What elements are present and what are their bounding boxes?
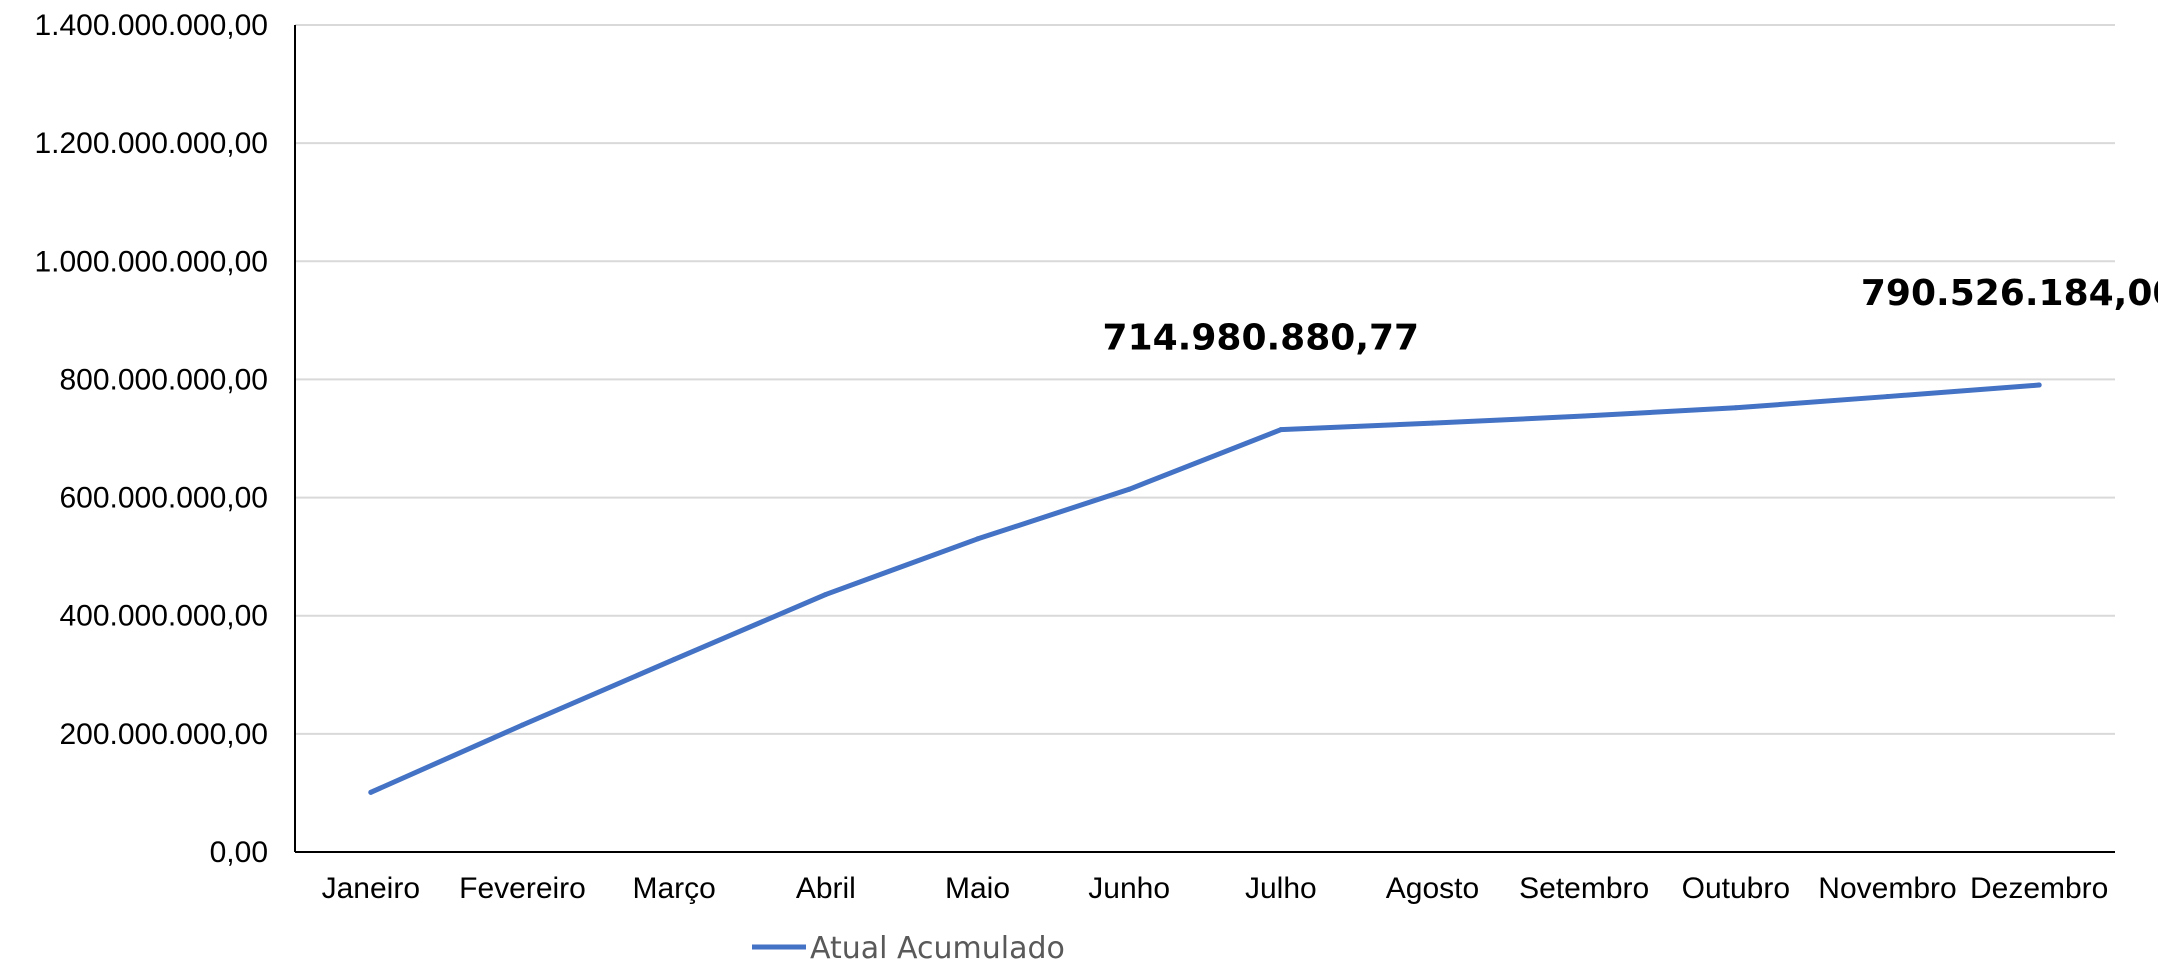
data-point [1430,420,1435,426]
y-tick-label: 200.000.000,00 [59,718,268,751]
x-axis-ticks: Janeiro Fevereiro Março Abril Maio Junho Julho… [322,872,2109,905]
y-tick-label: 600.000.000,00 [59,482,268,515]
data-point [1733,405,1739,411]
gridlines [295,24,2115,735]
y-tick-label: 0,00 [210,836,268,869]
data-point [823,591,829,597]
x-tick-label: Maio [945,872,1010,905]
x-tick-label: Novembro [1818,872,1956,905]
x-tick-label: Outubro [1682,872,1790,905]
legend-label: Atual Acumulado [810,931,1065,959]
data-labels: 714.980.880,77 790.526.184,00 [1103,273,2158,359]
x-tick-label: Agosto [1386,872,1479,905]
data-point [1126,486,1132,492]
x-tick-label: Abril [796,872,856,905]
x-tick-label: Julho [1245,872,1317,905]
y-tick-label: 800.000.000,00 [59,363,268,396]
data-point [520,722,525,728]
data-point [1278,427,1284,433]
data-point [368,789,374,795]
x-tick-label: Junho [1088,872,1170,905]
y-tick-label: 400.000.000,00 [59,600,268,633]
data-point [671,656,677,662]
series-line [368,382,2042,795]
y-tick-label: 1.400.000.000,00 [34,9,268,42]
legend: Atual Acumulado [752,931,1065,959]
x-tick-label: Fevereiro [459,872,586,905]
data-point [1885,394,1890,400]
series-group [368,382,2042,795]
x-tick-label: Dezembro [1970,872,2108,905]
x-tick-label: Março [632,872,715,905]
x-tick-label: Janeiro [322,872,420,905]
data-point [1581,413,1587,419]
x-tick-label: Setembro [1519,872,1649,905]
y-axis-ticks: 0,00 200.000.000,00 400.000.000,00 600.000.… [34,9,268,869]
y-tick-label: 1.200.000.000,00 [34,127,268,160]
data-label: 714.980.880,77 [1103,318,1420,359]
data-point [975,536,980,542]
y-tick-label: 1.000.000.000,00 [34,245,268,278]
data-point [2036,382,2042,388]
data-label: 790.526.184,00 [1861,273,2158,314]
